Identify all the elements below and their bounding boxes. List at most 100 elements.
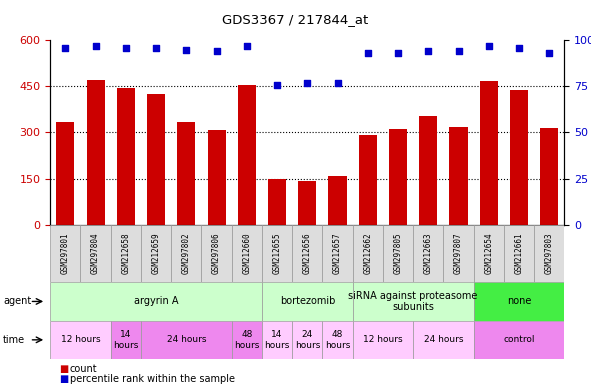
Text: 14
hours: 14 hours [113, 330, 138, 349]
Text: 48
hours: 48 hours [234, 330, 259, 349]
Text: GSM212658: GSM212658 [121, 233, 131, 274]
Bar [268, 179, 286, 225]
Bar [329, 176, 347, 225]
Text: GSM212662: GSM212662 [363, 233, 372, 274]
Text: none: none [507, 296, 531, 306]
Point [333, 79, 342, 86]
Text: 48
hours: 48 hours [325, 330, 350, 349]
Text: GSM212657: GSM212657 [333, 233, 342, 274]
Bar [177, 122, 196, 225]
Bar [238, 85, 256, 225]
Bar [323, 321, 353, 359]
Text: control: control [504, 335, 535, 344]
Text: time: time [3, 335, 25, 345]
Bar [50, 282, 262, 321]
Text: GSM297805: GSM297805 [394, 233, 402, 274]
Text: GSM212655: GSM212655 [272, 233, 281, 274]
Point [454, 48, 463, 55]
Point [242, 43, 252, 49]
Text: ■: ■ [59, 374, 69, 384]
Text: GSM212654: GSM212654 [484, 233, 493, 274]
Bar [353, 225, 383, 282]
Bar [292, 225, 323, 282]
Point [363, 50, 372, 56]
Text: GSM297801: GSM297801 [61, 233, 70, 274]
Text: ■: ■ [59, 364, 69, 374]
Point [272, 81, 282, 88]
Point [424, 48, 433, 55]
Bar [111, 225, 141, 282]
Bar [141, 225, 171, 282]
Bar [450, 127, 467, 225]
Text: GSM212659: GSM212659 [152, 233, 161, 274]
Text: agent: agent [3, 296, 31, 306]
Bar [111, 321, 141, 359]
Bar [147, 94, 165, 225]
Bar [50, 321, 111, 359]
Bar [117, 88, 135, 225]
Bar [510, 90, 528, 225]
Bar [323, 225, 353, 282]
Point [394, 50, 403, 56]
Bar [480, 81, 498, 225]
Bar [50, 225, 80, 282]
Bar [473, 225, 504, 282]
Point [484, 43, 493, 49]
Bar [232, 321, 262, 359]
Text: GSM212661: GSM212661 [515, 233, 524, 274]
Text: 12 hours: 12 hours [363, 335, 402, 344]
Bar [419, 116, 437, 225]
Text: 12 hours: 12 hours [61, 335, 100, 344]
Bar [473, 282, 564, 321]
Text: GSM297804: GSM297804 [91, 233, 100, 274]
Bar [141, 321, 232, 359]
Text: GDS3367 / 217844_at: GDS3367 / 217844_at [222, 13, 369, 26]
Bar [207, 130, 226, 225]
Text: argyrin A: argyrin A [134, 296, 178, 306]
Point [181, 46, 191, 53]
Text: 24
hours: 24 hours [295, 330, 320, 349]
Bar [359, 135, 377, 225]
Text: percentile rank within the sample: percentile rank within the sample [70, 374, 235, 384]
Bar [80, 225, 111, 282]
Point [212, 48, 221, 55]
Text: GSM297802: GSM297802 [182, 233, 191, 274]
Bar [262, 282, 353, 321]
Point [61, 45, 70, 51]
Text: bortezomib: bortezomib [280, 296, 335, 306]
Text: GSM297806: GSM297806 [212, 233, 221, 274]
Point [514, 45, 524, 51]
Bar [389, 129, 407, 225]
Text: GSM212663: GSM212663 [424, 233, 433, 274]
Text: 24 hours: 24 hours [424, 335, 463, 344]
Point [151, 45, 161, 51]
Bar [353, 282, 473, 321]
Text: siRNA against proteasome
subunits: siRNA against proteasome subunits [349, 291, 478, 312]
Bar [86, 80, 105, 225]
Bar [232, 225, 262, 282]
Bar [171, 225, 202, 282]
Text: count: count [70, 364, 98, 374]
Bar [413, 225, 443, 282]
Text: GSM297803: GSM297803 [545, 233, 554, 274]
Bar [298, 181, 316, 225]
Bar [504, 225, 534, 282]
Text: GSM212656: GSM212656 [303, 233, 312, 274]
Bar [413, 321, 473, 359]
Text: 14
hours: 14 hours [264, 330, 290, 349]
Bar [473, 321, 564, 359]
Text: 24 hours: 24 hours [167, 335, 206, 344]
Point [303, 79, 312, 86]
Bar [443, 225, 473, 282]
Bar [262, 321, 292, 359]
Bar [534, 225, 564, 282]
Point [91, 43, 100, 49]
Point [544, 50, 554, 56]
Bar [56, 122, 74, 225]
Point [121, 45, 131, 51]
Bar [383, 225, 413, 282]
Bar [353, 321, 413, 359]
Text: GSM297807: GSM297807 [454, 233, 463, 274]
Text: GSM212660: GSM212660 [242, 233, 251, 274]
Bar [540, 128, 558, 225]
